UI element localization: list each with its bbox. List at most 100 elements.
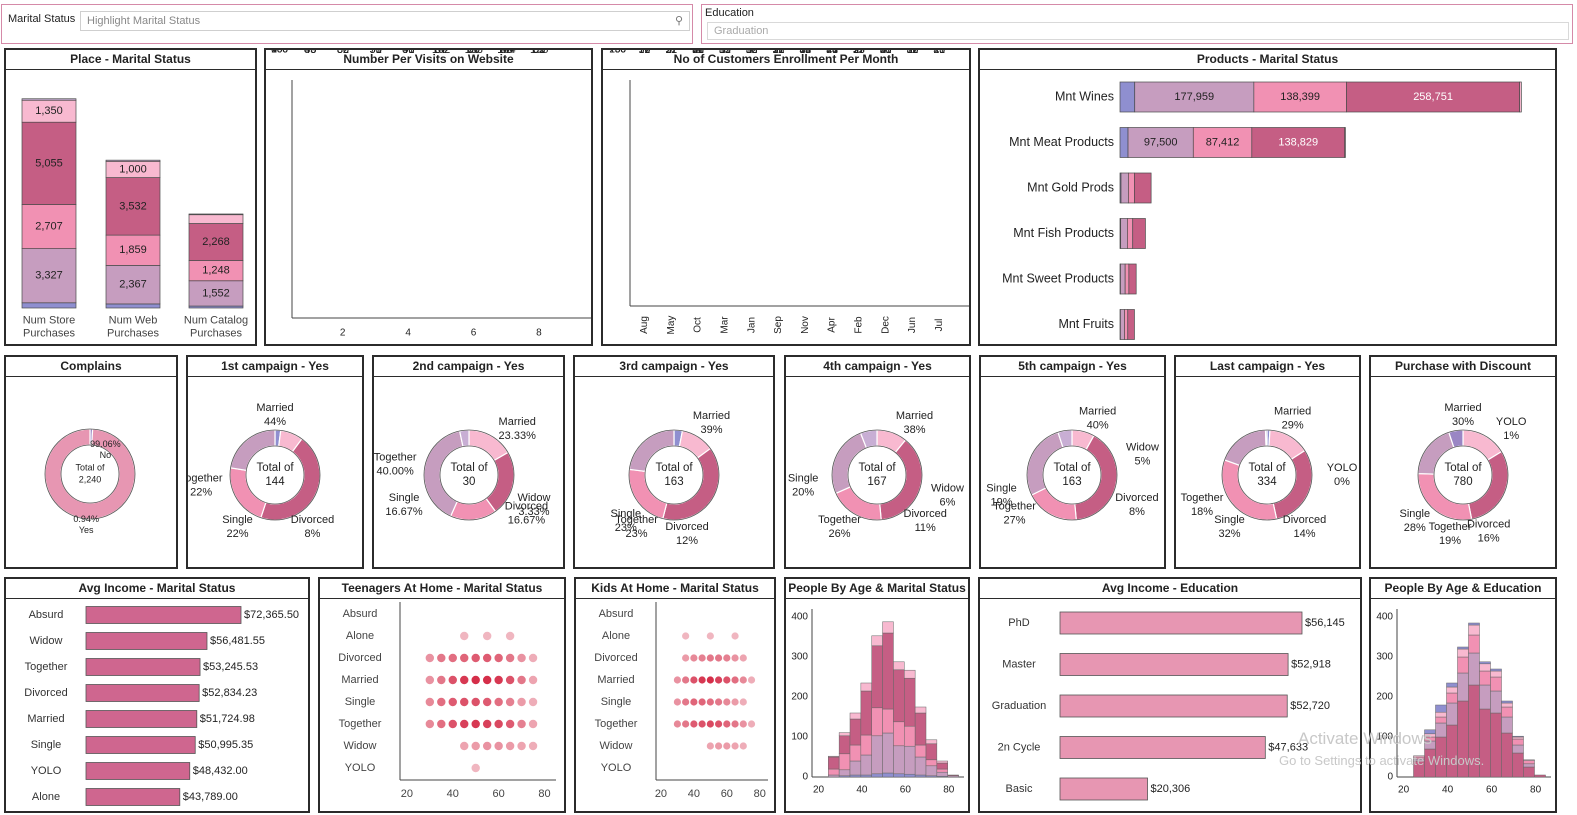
panel-title: Products - Marital Status <box>980 50 1555 70</box>
slice-label: Married <box>1274 406 1311 418</box>
campaign-4-panel: 4th campaign - Yes Total of 167 Divorced 11%… <box>784 355 971 569</box>
bar <box>85 710 198 728</box>
bar-segment <box>1519 81 1522 113</box>
bubble-point <box>747 720 756 728</box>
data-label: 2,268 <box>202 236 230 248</box>
donut-outline <box>644 445 704 505</box>
place-marital-status-panel: Place - Marital Status 3,327 2,707 5,055 1,3… <box>4 48 257 346</box>
bar-segment <box>828 755 840 758</box>
bubble-point <box>731 698 739 706</box>
bubble-point <box>505 719 515 729</box>
y-tick-label: 50 <box>615 50 627 56</box>
x-tick-label: 80 <box>1530 785 1542 796</box>
donut-outline <box>245 445 305 505</box>
bar-segment <box>904 677 916 727</box>
slice-label: Divorced <box>291 514 334 526</box>
bubble-point <box>706 742 714 750</box>
x-tick-label: 20 <box>655 788 667 800</box>
campaign-2-panel: 2nd campaign - Yes Total of 30 Divorced 16.6… <box>372 355 565 569</box>
bar-segment <box>1523 766 1535 778</box>
data-label: 73 <box>853 50 865 56</box>
bubble-point <box>706 654 714 662</box>
bar-segment <box>21 248 77 304</box>
bar-segment <box>1457 646 1469 650</box>
panel-title: Kids At Home - Marital Status <box>576 579 774 599</box>
x-tick-label: 80 <box>943 785 955 796</box>
bar-segment <box>1120 218 1128 249</box>
slice-label: 12% <box>676 535 698 547</box>
slice-label: 26% <box>828 528 850 540</box>
data-label: 5,055 <box>35 157 63 169</box>
bar-segment <box>925 759 938 767</box>
bar-segment <box>1457 656 1469 674</box>
slice-label: Single <box>986 482 1017 494</box>
donut-total-label: 167 <box>867 476 886 488</box>
bar-segment <box>925 743 938 761</box>
slice-label: Yes <box>79 525 94 535</box>
slice-label: 40% <box>1087 420 1109 432</box>
campaign-3-donut: Total of 163 Divorced 12% Married 39% Single 23… <box>611 410 731 547</box>
bubble-point <box>682 720 690 728</box>
data-label: 41 <box>880 50 892 56</box>
x-tick-label: 40 <box>856 785 868 796</box>
bubble-point <box>448 653 457 663</box>
marital-status-search-input[interactable]: Highlight Marital Status ⚲ <box>80 11 690 31</box>
bar <box>85 736 196 754</box>
category-label: Alone <box>32 791 60 803</box>
donut-total-label: Total of <box>655 462 693 474</box>
panel-title: Last campaign - Yes <box>1176 357 1359 377</box>
category-label: Divorced <box>24 687 67 699</box>
category-label: Num Store <box>23 314 76 326</box>
bubble-point <box>731 654 739 662</box>
category-label: Graduation <box>992 700 1046 712</box>
bar-segment <box>105 303 161 309</box>
education-select[interactable]: Graduation <box>707 22 1569 40</box>
bar-segment <box>1512 744 1524 754</box>
bubble-point <box>425 675 435 685</box>
data-label: 6 <box>856 50 862 56</box>
data-label: 7 <box>722 50 728 56</box>
category-label: Num Catalog <box>184 314 248 326</box>
bubble-point <box>714 698 723 706</box>
data-label: 44 <box>826 50 838 56</box>
search-icon[interactable]: ⚲ <box>674 15 683 27</box>
bubble-point <box>471 653 480 663</box>
donut-outline <box>831 429 923 521</box>
bar-segment <box>1523 759 1535 761</box>
bar-segment <box>105 159 161 162</box>
donut-outline <box>423 429 515 521</box>
data-label: 49 <box>304 50 316 56</box>
slice-label: Together <box>1429 521 1472 533</box>
bubble-point <box>714 720 723 728</box>
bar-segment <box>947 774 959 777</box>
teenagers-panel: Teenagers At Home - Marital Status Absurd… <box>318 577 566 813</box>
data-label: $52,720 <box>1290 700 1330 712</box>
visits-panel: Number Per Visits on Website 0 100 200 300 40… <box>264 48 593 346</box>
category-label: Absurd <box>343 608 378 620</box>
bar-segment <box>1120 263 1126 295</box>
data-label: 7 <box>749 50 755 56</box>
slice-label: 19% <box>1439 535 1461 547</box>
data-label: 50 <box>639 50 651 56</box>
bubble-point <box>460 697 469 707</box>
category-label: YOLO <box>31 765 62 777</box>
data-label: 138,829 <box>1278 136 1318 148</box>
donut-total-label: Total of <box>450 462 488 474</box>
data-label: $56,145 <box>1305 617 1345 629</box>
bar-segment <box>914 744 927 758</box>
slice-label: YOLO <box>1496 416 1527 428</box>
slice-label: Single <box>389 492 420 504</box>
bar-segment <box>1490 668 1502 672</box>
bar-segment <box>1490 676 1502 692</box>
x-tick-label: Sep <box>773 316 784 334</box>
data-label: 82 <box>746 50 758 56</box>
bubble-point <box>673 698 682 706</box>
data-label: 1,552 <box>202 287 230 299</box>
y-tick-label: 0 <box>282 50 288 56</box>
bar <box>1059 611 1303 635</box>
data-label: 50 <box>468 50 480 56</box>
slice-label: Widow <box>517 492 550 504</box>
slice-label: Married <box>1444 402 1481 414</box>
bubble-point <box>460 719 469 729</box>
slice-label: Divorced <box>1467 518 1510 530</box>
